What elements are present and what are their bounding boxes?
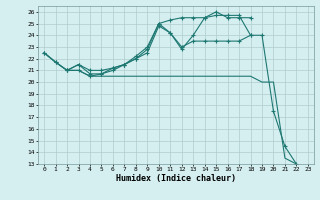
X-axis label: Humidex (Indice chaleur): Humidex (Indice chaleur)	[116, 174, 236, 183]
